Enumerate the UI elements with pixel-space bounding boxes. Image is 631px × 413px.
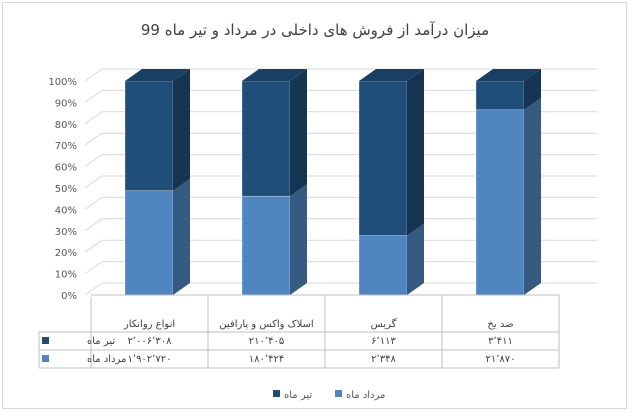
chart-title: میزان درآمد از فروش های داخلی در مرداد و… <box>141 21 489 39</box>
gridline-depth <box>84 196 103 210</box>
gridline-depth <box>84 175 103 189</box>
bar-side-mordad-2 <box>407 223 424 295</box>
chart-frame: میزان درآمد از فروش های داخلی در مرداد و… <box>2 2 627 409</box>
y-tick-label: 60% <box>55 163 77 174</box>
bar-side-mordad-1 <box>290 184 307 295</box>
legend-swatch-1 <box>335 390 342 397</box>
category-label: اسلاک واکس و پارافین <box>219 319 313 330</box>
gridline-depth <box>84 111 103 125</box>
bar-side-tir-2 <box>407 69 424 236</box>
table-cell: ۳٬۴۱۱ <box>488 336 513 347</box>
bar-tir-2 <box>358 80 408 236</box>
y-tick-label: 90% <box>55 98 77 109</box>
bar-top-2 <box>359 69 424 81</box>
bar-top-1 <box>242 69 307 81</box>
bar-top-0 <box>125 69 190 81</box>
category-label: گریس <box>371 318 397 330</box>
bar-top-3 <box>476 69 541 81</box>
legend-label-0: تیر ماه <box>284 390 312 401</box>
gridline-depth <box>84 68 103 82</box>
y-tick-label: 30% <box>55 227 77 238</box>
category-label: انواع روانکار <box>123 319 175 330</box>
table-cell: ۲٬۰۰۶٬۳۰۸ <box>128 336 173 347</box>
bar-mordad-1 <box>241 196 291 296</box>
bar-side-tir-1 <box>290 69 307 197</box>
y-tick-label: 100% <box>48 77 77 88</box>
y-tick-label: 40% <box>55 205 77 216</box>
gridline-depth <box>84 132 103 146</box>
gridline-depth <box>84 239 103 253</box>
bar-side-mordad-0 <box>173 178 190 295</box>
table-legend-key <box>42 355 49 362</box>
gridline-depth <box>84 89 103 103</box>
bar-side-mordad-3 <box>524 97 541 295</box>
y-tick-label: 10% <box>55 270 77 281</box>
y-tick-label: 80% <box>55 120 77 131</box>
y-tick-label: 70% <box>55 141 77 152</box>
table-cell: ۱٬۹۰۲٬۷۲۰ <box>128 354 172 365</box>
legend-label-1: مرداد ماه <box>346 390 385 401</box>
gridline-depth <box>84 218 103 232</box>
y-tick-label: 0% <box>61 291 77 302</box>
bar-side-tir-0 <box>173 69 190 191</box>
table-row-header: مرداد ماه <box>87 354 126 365</box>
table-cell: ۶٬۱۱۳ <box>371 336 396 347</box>
table-cell: ۲۱۰٬۴۰۵ <box>249 336 284 347</box>
bar-side-tir-3 <box>524 69 541 110</box>
gridline-depth <box>84 261 103 275</box>
gridline-depth <box>84 282 103 296</box>
bar-mordad-3 <box>475 109 525 296</box>
bar-tir-0 <box>124 80 174 191</box>
table-cell: ۲۱٬۸۷۰ <box>485 354 515 365</box>
bar-tir-1 <box>241 80 291 197</box>
table-legend-key <box>42 337 49 344</box>
legend-swatch-0 <box>273 390 280 397</box>
table-cell: ۱۸۰٬۴۲۴ <box>249 354 284 365</box>
y-tick-label: 20% <box>55 248 77 259</box>
bar-mordad-2 <box>358 235 408 296</box>
gridline-depth <box>84 154 103 168</box>
chart: میزان درآمد از فروش های داخلی در مرداد و… <box>38 21 598 401</box>
category-label: ضد یخ <box>487 319 513 330</box>
y-tick-label: 50% <box>55 184 77 195</box>
table-cell: ۲٬۳۴۸ <box>371 354 396 365</box>
bar-mordad-0 <box>124 190 174 296</box>
bar-tir-3 <box>475 80 525 111</box>
table-row-header: تیر ماه <box>87 336 115 347</box>
